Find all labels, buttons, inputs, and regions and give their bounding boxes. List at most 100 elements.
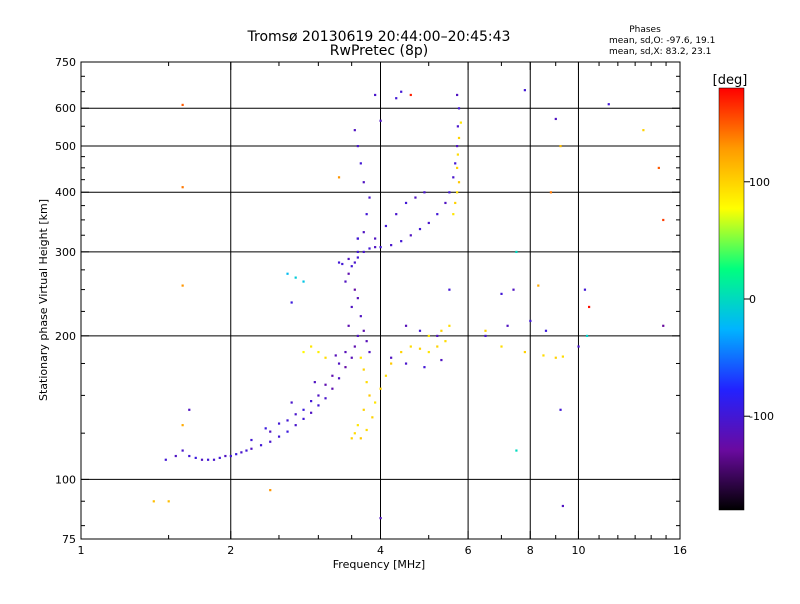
data-point	[362, 368, 365, 371]
data-point	[554, 117, 557, 121]
data-point	[368, 247, 371, 250]
data-point	[457, 181, 461, 184]
chart-subtitle: RwPretec (8p)	[330, 43, 428, 59]
y-tick-label: 100	[55, 473, 76, 486]
data-point	[188, 454, 191, 458]
data-point	[404, 362, 408, 365]
data-point	[549, 191, 553, 194]
data-point	[337, 377, 341, 380]
data-point	[454, 201, 457, 205]
data-point	[324, 397, 327, 400]
data-point	[347, 324, 350, 327]
colorbar-ticks: 100 0 -100	[744, 176, 774, 423]
data-point	[302, 408, 305, 411]
data-point	[374, 401, 377, 404]
data-point	[353, 261, 356, 264]
data-point	[456, 144, 459, 148]
data-point	[409, 345, 412, 348]
data-point	[583, 288, 587, 291]
data-point	[456, 125, 459, 128]
data-point	[456, 191, 459, 194]
data-point	[334, 354, 337, 357]
data-point	[341, 262, 344, 266]
data-point	[456, 93, 459, 97]
data-point	[436, 334, 439, 338]
data-point	[384, 374, 388, 377]
data-point	[350, 437, 353, 440]
data-point	[337, 176, 341, 179]
data-point	[206, 458, 210, 461]
colorbar-tick-label: 0	[749, 293, 756, 306]
data-point	[353, 345, 356, 348]
data-point	[436, 345, 439, 348]
data-point	[310, 345, 313, 348]
data-point	[310, 400, 313, 403]
data-point	[310, 411, 313, 414]
y-tick-label: 600	[55, 102, 76, 115]
legend-title: Phases	[629, 25, 661, 35]
data-point	[350, 356, 353, 359]
data-point	[523, 89, 526, 92]
data-point	[607, 103, 610, 106]
y-tick-label: 200	[55, 330, 76, 343]
legend-line-x: mean, sd,X: 83.2, 23.1	[609, 47, 711, 57]
data-point	[368, 350, 371, 354]
data-point	[356, 144, 359, 148]
data-point	[212, 458, 216, 461]
y-tick-label: 500	[55, 140, 76, 153]
data-point	[277, 435, 281, 438]
x-tick-label: 6	[465, 544, 472, 557]
data-point	[542, 354, 545, 357]
data-point	[362, 250, 365, 254]
data-point	[395, 213, 398, 216]
data-point	[452, 176, 455, 179]
data-point	[240, 451, 243, 454]
data-point	[506, 324, 509, 327]
data-point	[344, 280, 347, 283]
x-tick-label: 16	[673, 544, 687, 557]
data-point	[379, 517, 382, 520]
data-point	[395, 97, 398, 100]
data-point	[294, 276, 297, 279]
data-point	[286, 272, 289, 275]
data-point	[444, 340, 447, 343]
x-tick-label: 2	[227, 544, 234, 557]
data-point	[224, 454, 227, 458]
data-point	[561, 355, 564, 358]
data-point	[544, 329, 548, 332]
data-point	[353, 288, 356, 291]
data-point	[379, 119, 382, 122]
data-point	[365, 340, 368, 343]
data-point	[356, 334, 359, 338]
data-point	[317, 394, 320, 397]
data-point	[440, 358, 443, 362]
data-point	[188, 408, 191, 411]
data-point	[317, 404, 320, 407]
data-point	[356, 237, 359, 240]
data-point	[277, 422, 281, 425]
data-point	[347, 257, 350, 261]
data-point	[286, 419, 289, 422]
x-tick-label: 10	[571, 544, 585, 557]
data-point	[409, 93, 412, 97]
chart-title: Tromsø 20130619 20:44:00–20:45:43	[247, 29, 511, 45]
data-point	[523, 350, 526, 354]
data-point	[362, 408, 365, 411]
data-point	[344, 366, 347, 369]
data-point	[174, 454, 177, 458]
data-point	[362, 231, 365, 234]
y-tick-label: 300	[55, 246, 76, 259]
x-tick-label: 8	[527, 544, 534, 557]
data-point	[356, 256, 359, 259]
y-tick-label: 400	[55, 186, 76, 199]
data-point	[642, 129, 645, 132]
data-point	[515, 250, 518, 254]
data-point	[194, 456, 197, 459]
data-point	[359, 162, 362, 165]
data-point	[444, 201, 447, 205]
data-point	[554, 356, 557, 359]
data-point	[229, 454, 232, 458]
data-point	[457, 136, 461, 140]
data-point	[374, 246, 377, 249]
